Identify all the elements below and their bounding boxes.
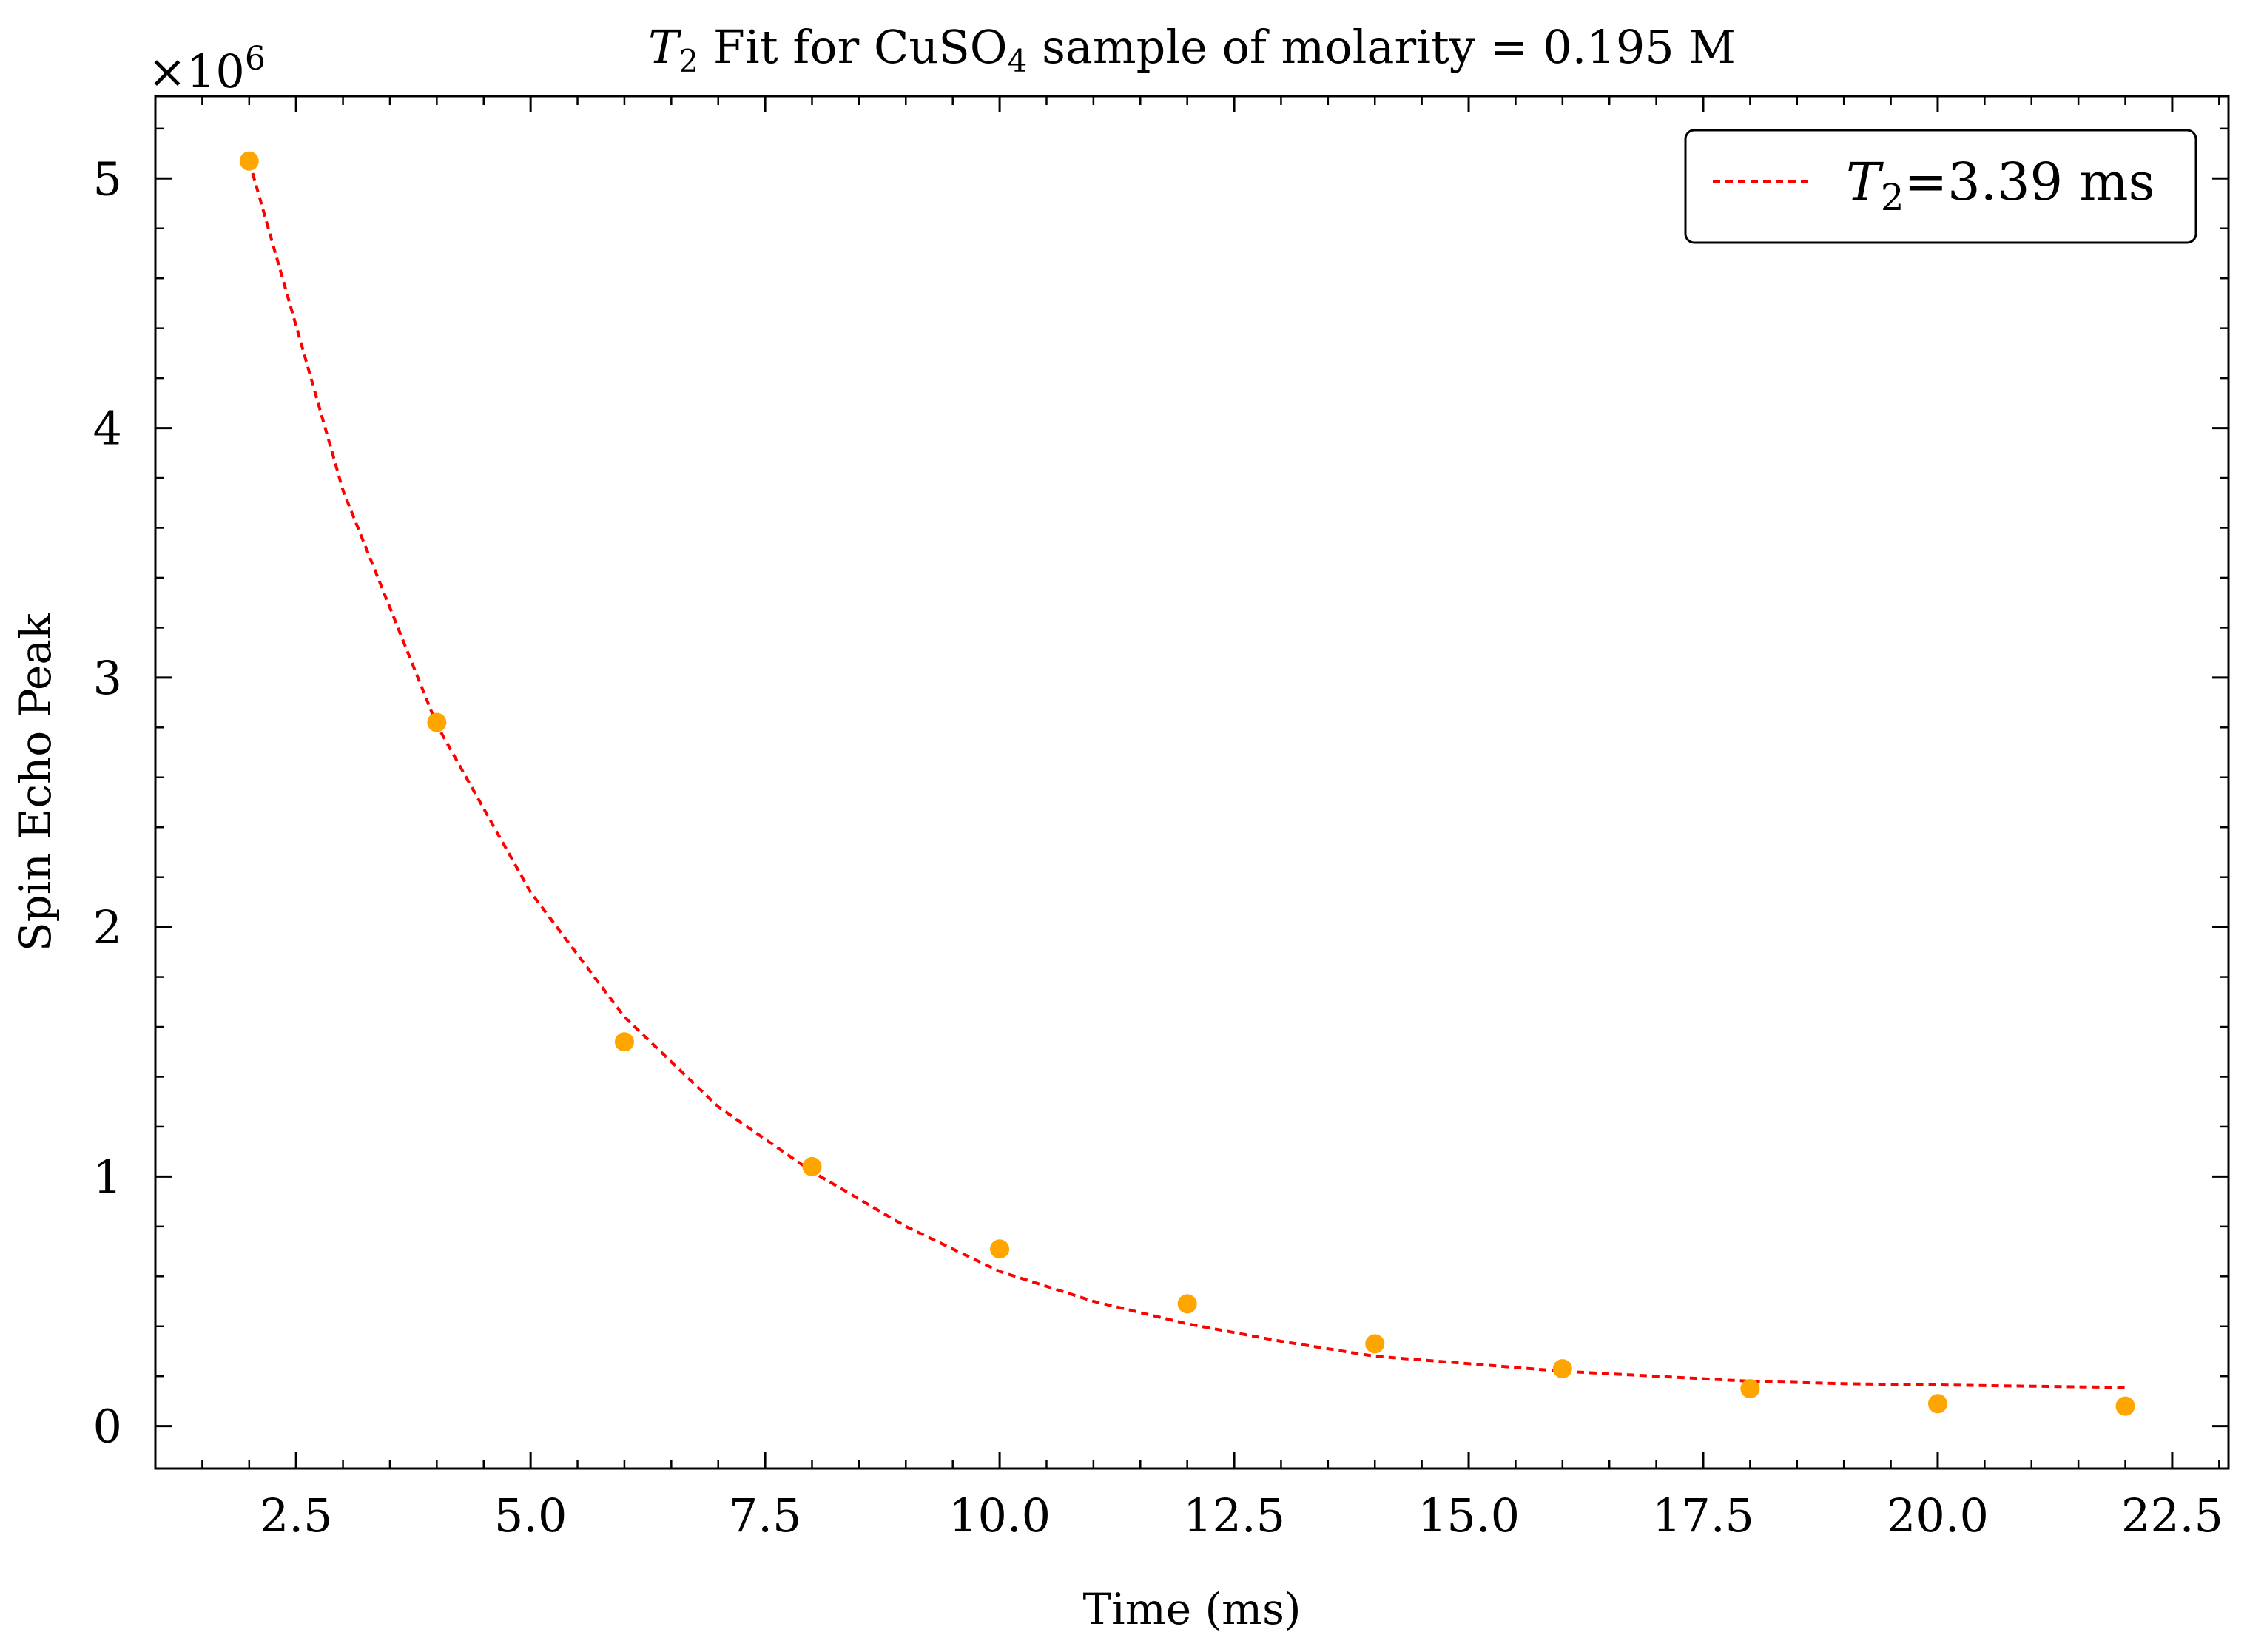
data-point [1365,1334,1385,1354]
data-series [239,151,2135,1416]
fit-curve [247,161,2126,1389]
y-tick-label: 0 [93,1400,122,1454]
y-tick-label: 4 [93,402,122,456]
y-tick-label: 5 [93,152,122,206]
x-tick-label: 22.5 [2121,1489,2223,1543]
x-tick-label: 5.0 [494,1489,567,1543]
title-middle-sub: 4 [1008,43,1028,79]
data-point [1552,1359,1572,1379]
data-point [1927,1394,1947,1414]
y-tick-label: 1 [93,1150,122,1204]
legend-sub: 2 [1881,176,1904,219]
y-tick-label: 3 [93,651,122,705]
x-axis-label: Time (ms) [1082,1584,1301,1634]
x-tick-label: 12.5 [1183,1489,1285,1543]
x-tick-label: 20.0 [1887,1489,1989,1543]
data-point [802,1156,822,1176]
y-axis-label: Spin Echo Peak [10,613,61,951]
x-tick-label: 10.0 [949,1489,1051,1543]
x-tick-label: 2.5 [260,1489,333,1543]
data-point [239,151,259,171]
ticks-layer: 2.5 5.0 7.5 10.0 12.5 15.0 17.5 20.0 22.5 0 1 2 3 4 5 [93,96,2229,1543]
title-suffix: sample of molarity = 0.195 M [1027,20,1736,74]
title-middle: Fit for CuSO [698,20,1007,74]
y-multiplier-exponent: 6 [245,40,266,78]
legend-suffix: =3.39 ms [1904,152,2155,212]
data-point [614,1032,634,1052]
x-tick-label: 15.0 [1418,1489,1520,1543]
chart-title: T2 Fit for CuSO4 sample of molarity = 0.… [648,20,1736,79]
legend-label: T2=3.39 ms [1846,152,2155,219]
y-multiplier-base: ×10 [148,44,245,98]
y-tick-label: 2 [93,900,122,954]
data-point [1740,1379,1760,1399]
x-tick-label: 17.5 [1652,1489,1754,1543]
data-point [990,1239,1010,1259]
y-axis-multiplier: ×106 [148,40,266,98]
title-prefix: T [648,20,682,74]
title-prefix-sub: 2 [678,43,698,79]
fit-series [247,161,2126,1389]
legend-prefix: T [1846,152,1884,212]
data-point [1177,1294,1197,1314]
legend: T2=3.39 ms [1684,129,2197,244]
data-point [427,712,447,732]
legend-box [1684,129,2197,244]
x-tick-label: 7.5 [729,1489,802,1543]
plot-frame [154,95,2230,1470]
data-point [2115,1396,2135,1416]
